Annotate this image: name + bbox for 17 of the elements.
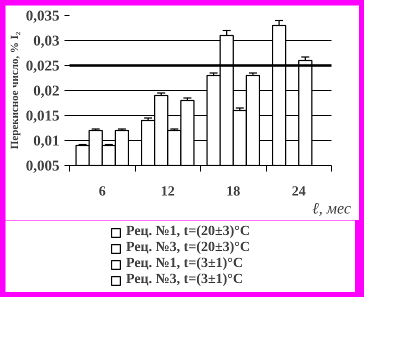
x-axis-title: ℓ, мес [312, 200, 351, 218]
x-tick-label: 6 [98, 184, 106, 200]
y-tick-label: 0,035 [26, 8, 60, 24]
y-tick-label: 0,025 [26, 58, 60, 74]
y-tick-label: 0,01 [33, 134, 60, 150]
legend-label: Рец. №1, t=(20±3)°C [126, 224, 250, 240]
x-tick-label: 18 [226, 184, 240, 200]
legend-label: Рец. №1, t=(3±1)°C [126, 256, 244, 272]
legend-label: Рец. №3, t=(20±3)°C [126, 240, 250, 256]
y-axis-title: Перекисное число, % I₂ [8, 31, 21, 150]
x-tick-label: 12 [160, 184, 175, 200]
y-tick-label: 0,02 [33, 84, 60, 100]
legend-label: Рец. №3, t=(3±1)°C [126, 272, 244, 288]
y-tick-label: 0,03 [33, 34, 60, 50]
x-tick-label: 24 [292, 184, 306, 200]
y-tick-label: 0,015 [26, 108, 60, 124]
y-tick-label: 0,005 [26, 158, 60, 174]
